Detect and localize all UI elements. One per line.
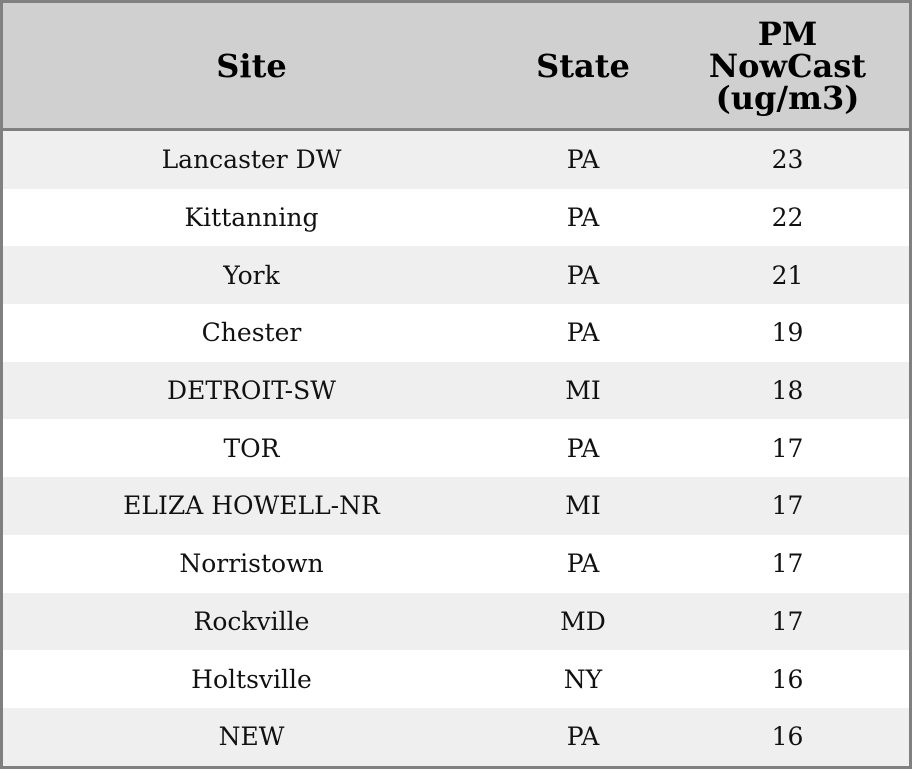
cell-state: MI (500, 477, 666, 535)
pm-nowcast-table: Site State PM NowCast (ug/m3) Lancaster … (3, 3, 909, 766)
header-pm-line-3: (ug/m3) (715, 78, 860, 117)
table-row: Norristown PA 17 (3, 534, 909, 593)
cell-site: Lancaster DW (3, 129, 500, 189)
cell-pm-value: 16 (666, 650, 909, 708)
header-pm-line-1: PM (757, 14, 818, 53)
header-pm-nowcast: PM NowCast (ug/m3) (666, 3, 909, 131)
cell-state: MD (500, 592, 666, 651)
cell-site: ELIZA HOWELL-NR (3, 477, 500, 535)
cell-pm-value: 16 (666, 707, 909, 766)
cell-site: DETROIT-SW (3, 361, 500, 420)
cell-site: TOR (3, 419, 500, 478)
cell-site: York (3, 246, 500, 305)
cell-state: MI (500, 361, 666, 420)
header-row: Site State PM NowCast (ug/m3) (3, 3, 909, 131)
cell-state: PA (500, 188, 666, 247)
header-state: State (500, 3, 666, 131)
cell-pm-value: 22 (666, 188, 909, 247)
cell-pm-value: 18 (666, 361, 909, 420)
cell-pm-value: 17 (666, 477, 909, 535)
cell-pm-value: 17 (666, 419, 909, 478)
header-site: Site (3, 3, 500, 131)
table-row: DETROIT-SW MI 18 (3, 361, 909, 420)
cell-state: PA (500, 419, 666, 478)
cell-pm-value: 17 (666, 534, 909, 593)
table-row: Chester PA 19 (3, 304, 909, 362)
cell-site: Norristown (3, 534, 500, 593)
cell-state: PA (500, 304, 666, 362)
cell-site: Chester (3, 304, 500, 362)
header-pm-line-2: NowCast (708, 46, 867, 85)
cell-pm-value: 21 (666, 246, 909, 305)
table-row: Kittanning PA 22 (3, 188, 909, 247)
cell-site: Holtsville (3, 650, 500, 708)
table-row: ELIZA HOWELL-NR MI 17 (3, 477, 909, 535)
cell-site: NEW (3, 707, 500, 766)
cell-pm-value: 19 (666, 304, 909, 362)
cell-state: NY (500, 650, 666, 708)
cell-state: PA (500, 707, 666, 766)
table-row: Holtsville NY 16 (3, 650, 909, 708)
cell-pm-value: 23 (666, 129, 909, 189)
table-row: Lancaster DW PA 23 (3, 129, 909, 189)
cell-state: PA (500, 246, 666, 305)
cell-pm-value: 17 (666, 592, 909, 651)
cell-state: PA (500, 534, 666, 593)
table-row: York PA 21 (3, 246, 909, 305)
cell-site: Kittanning (3, 188, 500, 247)
cell-state: PA (500, 129, 666, 189)
cell-site: Rockville (3, 592, 500, 651)
table-row: Rockville MD 17 (3, 592, 909, 651)
table-row: TOR PA 17 (3, 419, 909, 478)
table-row: NEW PA 16 (3, 707, 909, 766)
